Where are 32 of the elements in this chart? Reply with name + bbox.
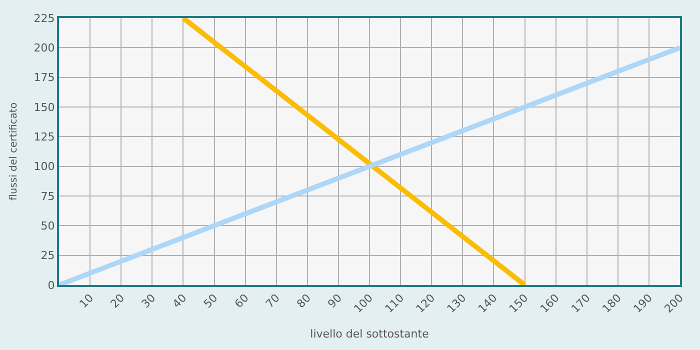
y-tick-label: 175: [34, 71, 55, 84]
x-tick-label: 90: [325, 292, 344, 311]
y-tick-label: 150: [34, 100, 55, 114]
y-tick-label: 125: [34, 130, 55, 144]
x-tick-label: 170: [568, 292, 593, 316]
x-tick-label: 160: [538, 292, 562, 316]
y-tick-label: 200: [34, 42, 55, 55]
x-tick-label: 30: [139, 292, 158, 311]
x-tick-label: 110: [382, 292, 407, 316]
x-tick-label: 70: [263, 292, 282, 311]
y-axis-title: flussi del certificato: [8, 102, 20, 200]
y-tick-label: 50: [40, 220, 55, 233]
x-tick-label: 40: [170, 292, 190, 311]
x-tick-label: 150: [506, 292, 531, 316]
x-tick-label: 120: [414, 292, 438, 316]
x-axis-title: livello del sottostante: [310, 327, 430, 340]
y-tick-label: 0: [48, 278, 55, 292]
x-tick-label: 10: [76, 292, 96, 311]
y-tick-label: 75: [40, 190, 55, 203]
y-tick-label: 225: [34, 12, 55, 25]
x-tick-label: 130: [444, 292, 469, 316]
y-tick-label: 100: [34, 160, 55, 174]
x-tick-label: 180: [600, 292, 624, 316]
x-tick-label: 190: [630, 292, 655, 316]
x-tick-label: 20: [108, 292, 128, 311]
x-tick-label: 100: [351, 292, 376, 316]
x-tick-label: 60: [232, 292, 252, 311]
x-tick-label: 200: [662, 292, 686, 316]
x-tick-label: 80: [294, 292, 314, 311]
y-tick-label: 25: [40, 249, 55, 262]
x-tick-label: 50: [201, 292, 220, 311]
x-tick-label: 140: [476, 292, 500, 316]
